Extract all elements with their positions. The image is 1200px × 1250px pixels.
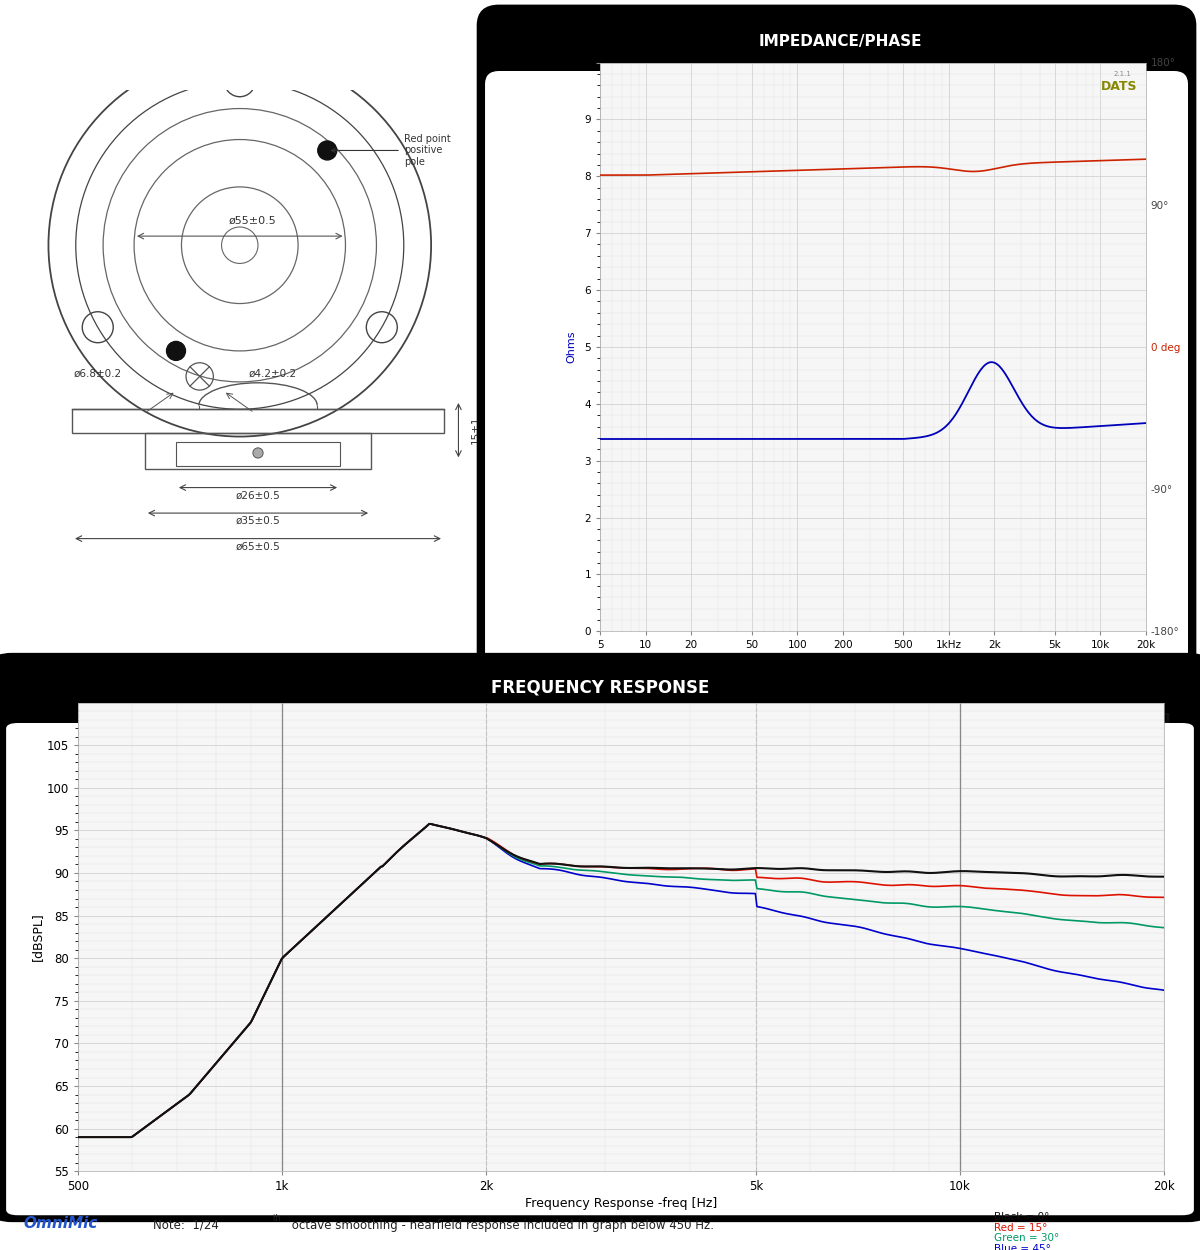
FancyBboxPatch shape xyxy=(6,722,1194,1215)
Text: ø4.2±0.2: ø4.2±0.2 xyxy=(248,369,298,379)
Text: OMNIMIC: OMNIMIC xyxy=(1099,712,1170,726)
Text: Blue = 45°: Blue = 45° xyxy=(994,1244,1051,1250)
Text: ø55±0.5: ø55±0.5 xyxy=(229,215,276,225)
Text: OMNI: OMNI xyxy=(1128,712,1170,726)
Text: Note:  1/24: Note: 1/24 xyxy=(154,1219,218,1231)
Text: OmniMic: OmniMic xyxy=(24,1216,98,1231)
Text: octave smoothing - nearfield response included in graph below 450 Hz.: octave smoothing - nearfield response in… xyxy=(288,1219,714,1231)
Text: Red point
positive
pole: Red point positive pole xyxy=(331,134,450,168)
Text: ø35±0.5: ø35±0.5 xyxy=(235,516,281,526)
Text: Black = 0°: Black = 0° xyxy=(994,1212,1049,1222)
Text: 15±1: 15±1 xyxy=(472,416,481,445)
Text: IMPEDANCE/PHASE: IMPEDANCE/PHASE xyxy=(758,34,922,49)
FancyBboxPatch shape xyxy=(478,6,1195,675)
Bar xyxy=(176,442,340,466)
Circle shape xyxy=(318,141,337,160)
Bar xyxy=(145,432,371,469)
Text: ø6.8±0.2: ø6.8±0.2 xyxy=(73,369,121,379)
FancyBboxPatch shape xyxy=(485,71,1188,669)
Circle shape xyxy=(253,448,263,458)
Text: th: th xyxy=(274,1214,282,1222)
Text: DATS: DATS xyxy=(1102,80,1138,92)
Text: Red = 15°: Red = 15° xyxy=(994,1222,1048,1232)
Circle shape xyxy=(167,341,186,360)
Text: Green = 30°: Green = 30° xyxy=(994,1234,1060,1244)
Y-axis label: Ohms: Ohms xyxy=(566,330,576,362)
Text: ø65±0.5: ø65±0.5 xyxy=(235,541,281,551)
Text: FREQUENCY RESPONSE: FREQUENCY RESPONSE xyxy=(491,679,709,696)
X-axis label: Frequency Response -freq [Hz]: Frequency Response -freq [Hz] xyxy=(524,1198,718,1210)
FancyBboxPatch shape xyxy=(0,654,1200,1221)
Text: 2.1.1: 2.1.1 xyxy=(1114,71,1132,78)
Text: ø26±0.5: ø26±0.5 xyxy=(235,490,281,500)
Y-axis label: [dBSPL]: [dBSPL] xyxy=(31,912,44,961)
Bar xyxy=(72,409,444,432)
